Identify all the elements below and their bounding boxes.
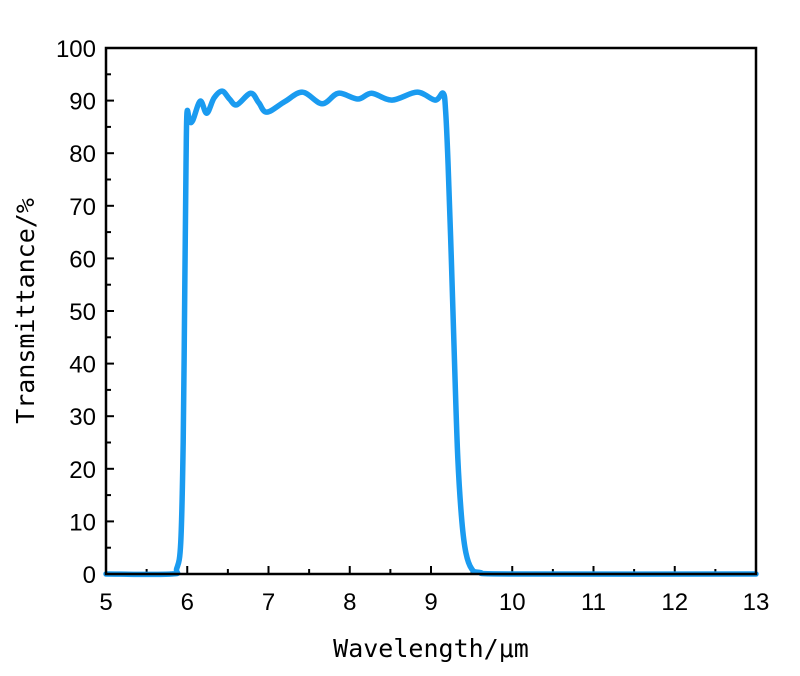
x-tick-label: 9 (424, 589, 437, 616)
y-tick-label: 30 (69, 404, 96, 431)
x-tick-label: 6 (181, 589, 194, 616)
x-tick-labels: 5 6 7 8 9 10 11 12 13 (99, 589, 769, 616)
series-line-transmittance (103, 88, 759, 578)
y-tick-label: 20 (69, 457, 96, 484)
x-tick-label: 7 (262, 589, 275, 616)
x-tick-label: 8 (343, 589, 356, 616)
y-tick-label: 80 (69, 141, 96, 168)
x-axis-title: Wavelength/μm (333, 634, 529, 663)
x-tick-label: 5 (99, 589, 112, 616)
x-tick-label: 10 (499, 589, 526, 616)
y-tick-label: 90 (69, 89, 96, 116)
y-tick-label: 40 (69, 352, 96, 379)
y-tick-label: 50 (69, 299, 96, 326)
y-tick-label: 0 (83, 562, 96, 589)
x-tick-label: 13 (743, 589, 770, 616)
y-tick-labels: 0 10 20 30 40 50 60 70 80 90 100 (56, 36, 96, 589)
x-tick-label: 11 (581, 589, 606, 616)
plot-frame (104, 46, 758, 576)
y-tick-label: 70 (69, 194, 96, 221)
x-tick-label: 12 (661, 589, 688, 616)
y-axis-title: Transmittance/% (11, 198, 40, 424)
y-tick-label: 60 (69, 246, 96, 273)
y-tick-label: 10 (69, 509, 96, 536)
axis-ticks (105, 47, 757, 575)
y-tick-label: 100 (56, 36, 96, 63)
